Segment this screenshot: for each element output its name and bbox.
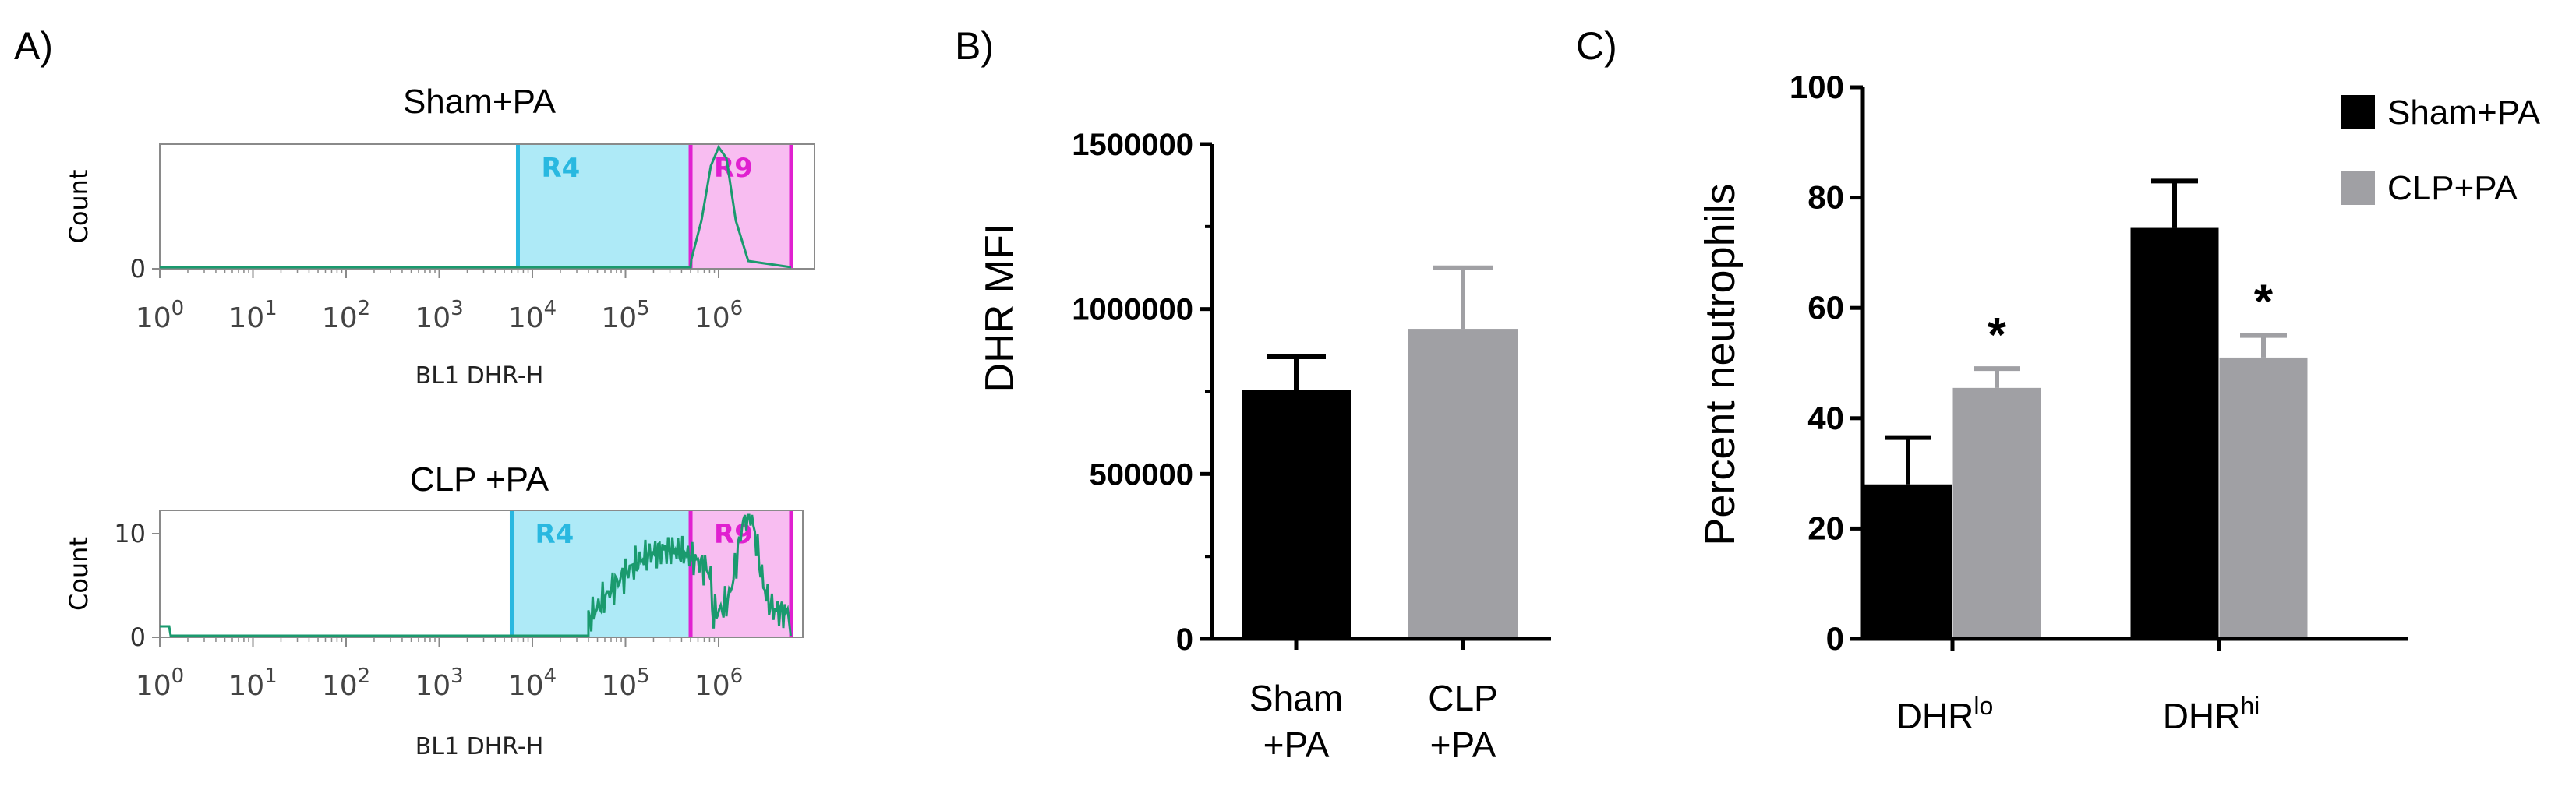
bar-clp: [1408, 329, 1518, 639]
y-tick-label: 60: [1807, 289, 1844, 326]
x-tick-label: 100: [136, 297, 184, 334]
y-tick-label: 20: [1807, 510, 1844, 546]
x-axis-label: BL1 DHR-H: [415, 362, 544, 390]
y-tick-label: 1500000: [1072, 128, 1193, 162]
x-tick-label: +PA: [1430, 725, 1496, 765]
y-axis-label: Count: [64, 537, 94, 611]
legend-swatch-2: [2341, 171, 2375, 205]
bar-clp-pa: [2219, 357, 2308, 639]
x-tick-label: DHRlo: [1896, 692, 1994, 736]
gate-label-r4: R4: [535, 519, 574, 550]
bar-clp-pa: [1952, 387, 2041, 639]
x-tick-label: 101: [228, 297, 277, 334]
y-tick-label: 0: [1176, 622, 1193, 657]
x-tick-label: 102: [322, 665, 370, 702]
x-tick-label: Sham: [1249, 678, 1343, 718]
gate-label-r9: R9: [714, 153, 753, 184]
histogram-frame: [159, 143, 815, 270]
y-tick-label: 100: [1790, 69, 1844, 105]
bar-sham: [1242, 390, 1351, 639]
x-tick-label: 104: [508, 297, 557, 334]
histogram-trace: [160, 144, 792, 269]
y-tick-label: 80: [1807, 179, 1844, 216]
x-tick-label: 105: [601, 297, 649, 334]
gate-region-r9: [691, 144, 791, 269]
x-tick-label: 106: [694, 297, 743, 334]
significance-marker: *: [2254, 276, 2274, 330]
histogram-title: CLP +PA: [410, 460, 549, 499]
histogram-trace: [160, 513, 792, 637]
y-tick-label: 10: [114, 519, 146, 548]
x-tick-label: 105: [601, 665, 649, 702]
panel-b: Sham +PA CLP +PA 0 500000 1000000 1500000 DHR MF…: [977, 128, 1551, 765]
x-tick-label: CLP: [1428, 678, 1497, 718]
bar-sham-pa: [2130, 227, 2219, 639]
gate-region-r4: [511, 510, 691, 637]
x-tick-label: 103: [415, 665, 463, 702]
y-tick-label: 0: [1826, 620, 1844, 657]
y-tick-label: 1000000: [1072, 293, 1193, 327]
x-tick-label: 103: [415, 297, 463, 334]
y-axis-label: Count: [64, 169, 94, 243]
legend-label-2: CLP+PA: [2387, 169, 2518, 207]
panel-c: * DHRlo * DHRhi 0 20 40 60 80 100 Percent neutroph…: [1697, 69, 2541, 736]
histogram-title: Sham+PA: [403, 83, 557, 121]
gate-label-r4: R4: [541, 153, 580, 184]
x-axis-label: BL1 DHR-H: [415, 733, 544, 760]
x-tick-label: 104: [508, 665, 557, 702]
y-axis-label: Percent neutrophils: [1697, 183, 1744, 545]
panel-b-label: B): [955, 24, 994, 68]
bar-sham-pa: [1864, 484, 1952, 639]
legend-label-1: Sham+PA: [2387, 93, 2541, 132]
x-tick-label: 101: [228, 665, 277, 702]
x-tick-label: DHRhi: [2163, 692, 2260, 736]
y-tick-label: 40: [1807, 400, 1844, 436]
gate-region-r4: [518, 144, 691, 269]
y-tick-label: 0: [130, 622, 146, 652]
histogram-subplot-1: R4 R9 Sham+PA Count 0 100 101 102 103 104 105 106 BL…: [64, 83, 815, 390]
y-axis-label: DHR MFI: [977, 224, 1023, 393]
legend-swatch-1: [2341, 95, 2375, 129]
histogram-frame: [159, 510, 804, 638]
x-tick-label: 102: [322, 297, 370, 334]
panel-a-label: A): [14, 24, 53, 68]
panel-c-label: C): [1576, 24, 1617, 68]
y-tick-label: 0: [130, 254, 146, 284]
x-tick-label: +PA: [1263, 725, 1330, 765]
x-tick-label: 100: [136, 665, 184, 702]
y-tick-label: 500000: [1090, 457, 1193, 492]
x-tick-label: 106: [694, 665, 743, 702]
significance-marker: *: [1988, 309, 2007, 362]
